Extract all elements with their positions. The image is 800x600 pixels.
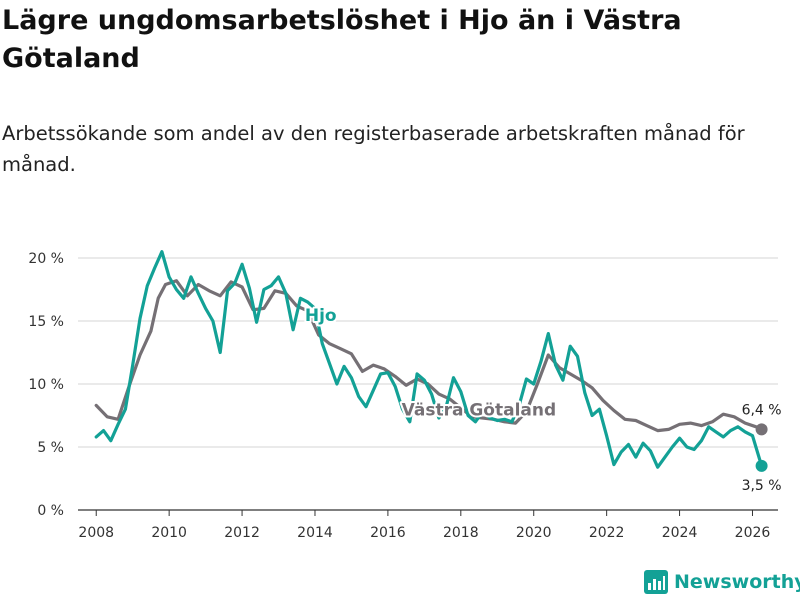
chart-subtitle: Arbetssökande som andel av den registerb… <box>2 122 745 176</box>
series-line-hjo <box>94 250 764 469</box>
end-point-hjo <box>755 459 768 472</box>
y-tick-label: 15 % <box>28 314 64 330</box>
x-tick-label: 2026 <box>735 525 771 541</box>
x-tick-label: 2022 <box>589 525 625 541</box>
series-label-vastra-gotaland: Västra Götaland <box>402 401 557 421</box>
end-point-vastra-gotaland <box>755 423 768 436</box>
chart-title: Lägre ungdomsarbetslöshet i Hjo än i Väs… <box>2 5 682 74</box>
x-tick-label: 2010 <box>151 525 187 541</box>
brand-name: Newsworthy <box>674 571 800 593</box>
x-tick-label: 2008 <box>78 525 114 541</box>
axes: 0 % 5 % 10 % 15 % 20 % 2008 2010 2012 2014 2016 20… <box>28 251 770 541</box>
x-tick-label: 2024 <box>662 525 698 541</box>
y-tick-label: 0 % <box>37 503 64 519</box>
x-tick-label: 2012 <box>224 525 260 541</box>
x-tick-label: 2014 <box>297 525 333 541</box>
series-label-vastra-gotaland-halo: Västra Götaland <box>402 401 557 421</box>
end-value-hjo: 3,5 % <box>742 478 782 494</box>
newsworthy-logo: Newsworthy <box>644 570 800 594</box>
series-label-hjo-halo: Hjo <box>305 306 337 326</box>
x-tick-label: 2016 <box>370 525 406 541</box>
end-value-vastra-gotaland: 6,4 % <box>742 402 782 418</box>
x-tick-label: 2020 <box>516 525 552 541</box>
series-lines <box>94 250 768 472</box>
y-tick-label: 10 % <box>28 377 64 393</box>
newsworthy-chart-icon <box>644 570 668 594</box>
x-tick-label: 2018 <box>443 525 479 541</box>
series-label-hjo: Hjo <box>305 306 337 326</box>
y-tick-label: 20 % <box>28 251 64 267</box>
y-tick-label: 5 % <box>37 440 64 456</box>
